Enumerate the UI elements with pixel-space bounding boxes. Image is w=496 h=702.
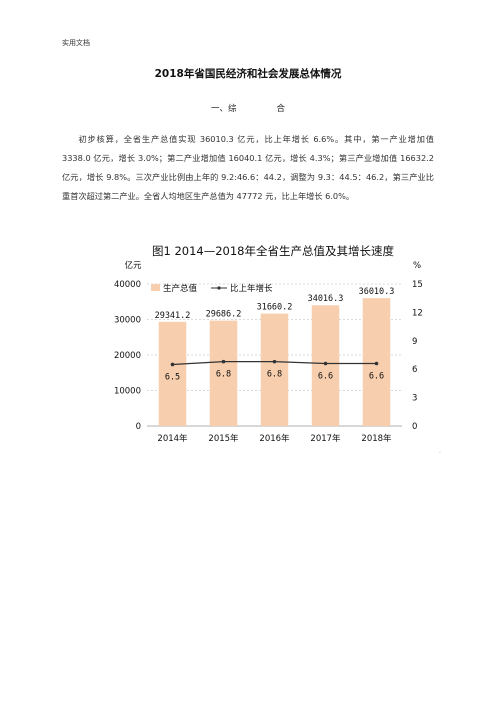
growth-value-label: 6.6 [369,372,384,382]
growth-point [374,361,379,366]
left-axis-tick-label: 30000 [114,316,141,326]
right-axis-tick-label: 9 [412,337,417,347]
growth-point [170,362,175,367]
body-paragraph-block: 初步核算，全省生产总值实现 36010.3 亿元，比上年增长 6.6%。其中，第… [62,130,434,206]
right-axis-tick-label: 15 [412,280,423,290]
gdp-bar-value-label: 31660.2 [257,303,293,313]
x-axis-tick-label: 2016年 [259,433,290,444]
legend-marker-growth [217,286,221,290]
x-axis-tick-label: 2017年 [310,433,341,444]
chart-title: 图1 2014—2018年全省生产总值及其增长速度 [152,244,395,258]
section-heading-part1: 一、综 [210,104,237,114]
right-axis-tick-label: 6 [412,365,417,375]
x-axis-tick-label: 2014年 [157,433,188,444]
growth-value-label: 6.6 [318,372,333,382]
growth-value-label: 6.8 [267,370,282,380]
body-paragraph: 初步核算，全省生产总值实现 36010.3 亿元，比上年增长 6.6%。其中，第… [62,134,434,201]
gdp-bar-value-label: 36010.3 [359,287,395,297]
growth-point [323,361,328,366]
header-note: 实用文档 [62,39,90,47]
section-heading-part2: 合 [276,104,286,114]
left-axis-unit: 亿元 [124,260,142,271]
left-axis-tick-label: 10000 [114,387,141,397]
legend-label-gdp: 生产总值 [163,283,198,294]
gdp-bar [158,321,187,426]
left-axis-tick-label: 20000 [114,351,141,361]
gdp-bar-value-label: 29341.2 [155,311,191,321]
right-axis-tick-label: 3 [412,394,417,404]
growth-value-label: 6.5 [165,372,180,382]
left-axis-tick-label: 0 [136,422,141,432]
left-axis-tick-label: 40000 [114,280,141,290]
legend-swatch-gdp [151,284,160,291]
document-title: 2018年省国民经济和社会发展总体情况 [154,68,342,80]
gdp-bar [311,305,340,426]
gdp-bar [260,313,289,426]
footer-mark: · [439,450,441,457]
gdp-bar-value-label: 29686.2 [206,310,242,320]
right-axis-tick-label: 12 [412,308,423,318]
growth-point [272,359,277,364]
right-axis-unit: % [413,261,421,271]
gdp-bar [209,320,238,426]
x-axis-tick-label: 2015年 [208,433,239,444]
growth-value-label: 6.8 [216,370,231,380]
growth-point [221,359,226,364]
legend-label-growth: 比上年增长 [230,283,273,294]
gdp-chart: 图1 2014—2018年全省生产总值及其增长速度 亿元 % 29341.2 29… [0,236,496,456]
section-heading: 一、综 合 [0,102,496,114]
x-axis-tick-label: 2018年 [361,433,392,444]
gdp-chart-svg: 图1 2014—2018年全省生产总值及其增长速度 亿元 % 29341.2 29… [114,244,423,444]
gdp-bar-value-label: 34016.3 [308,294,344,304]
right-axis-tick-label: 0 [412,422,417,432]
